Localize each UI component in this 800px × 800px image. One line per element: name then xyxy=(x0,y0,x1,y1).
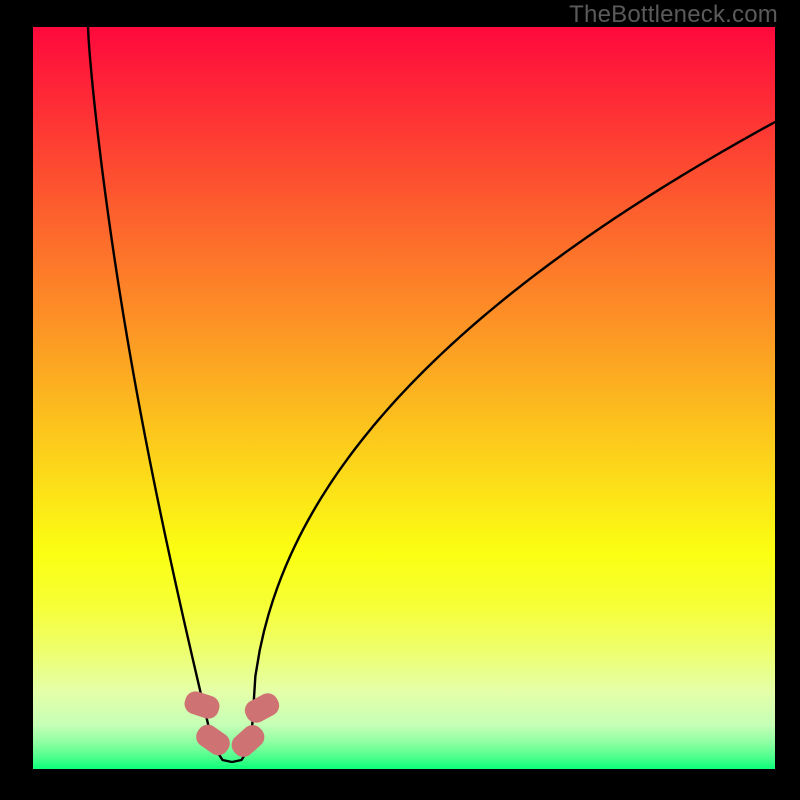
plot-area xyxy=(33,27,775,769)
chart-svg xyxy=(0,0,800,800)
plot-background xyxy=(33,27,775,769)
chart-stage: TheBottleneck.com xyxy=(0,0,800,800)
watermark-text: TheBottleneck.com xyxy=(569,1,778,29)
